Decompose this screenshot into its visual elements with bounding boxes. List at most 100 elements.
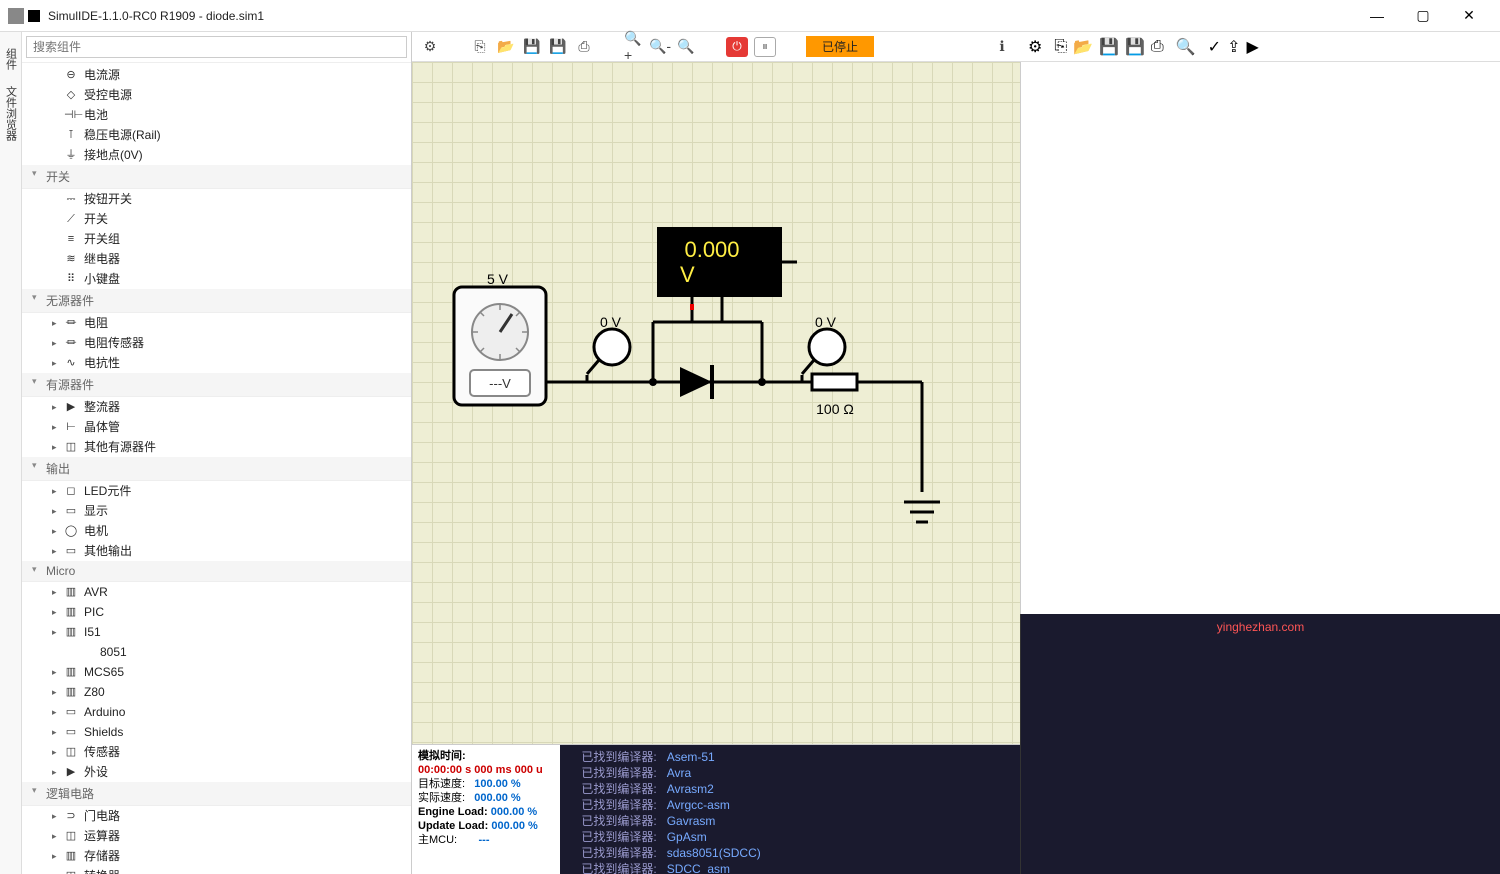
chip-icon: ▥ bbox=[64, 584, 78, 600]
led-icon: ◻ bbox=[64, 483, 78, 499]
tree-item[interactable]: ◫传感器 bbox=[22, 742, 411, 762]
editor-save-button[interactable]: 💾 bbox=[1099, 37, 1119, 57]
save-button[interactable]: 💾 bbox=[522, 37, 542, 57]
tree-item[interactable]: ◫其他有源器件 bbox=[22, 437, 411, 457]
tree-item[interactable]: ▭显示 bbox=[22, 501, 411, 521]
tree-item[interactable]: ◫转换器 bbox=[22, 866, 411, 874]
tree-category[interactable]: 输出 bbox=[22, 457, 411, 481]
editor-open-button[interactable]: 📂 bbox=[1073, 37, 1093, 57]
editor-close-button[interactable]: ⎙ bbox=[1151, 38, 1164, 56]
zoom-in-button[interactable]: 🔍+ bbox=[624, 37, 644, 57]
diode-component[interactable] bbox=[677, 365, 732, 399]
compiler-console[interactable]: 已找到编译器: Asem-51 已找到编译器: Avra 已找到编译器: Avr… bbox=[560, 745, 1020, 874]
tree-item[interactable]: ≋继电器 bbox=[22, 249, 411, 269]
compile-button[interactable]: ✓ bbox=[1208, 37, 1221, 57]
chip-icon: ▥ bbox=[64, 624, 78, 640]
probe1[interactable] bbox=[594, 329, 630, 365]
shield-icon: ▭ bbox=[64, 724, 78, 740]
open-button[interactable]: 📂 bbox=[496, 37, 516, 57]
converter-icon: ◫ bbox=[64, 868, 78, 874]
tree-item[interactable]: ◯电机 bbox=[22, 521, 411, 541]
editor-console[interactable]: yinghezhan.com bbox=[1020, 614, 1500, 874]
close-button[interactable]: ✕ bbox=[1446, 1, 1492, 31]
tree-item[interactable]: ▥AVR bbox=[22, 582, 411, 602]
probe2[interactable] bbox=[809, 329, 845, 365]
editor-settings-button[interactable]: ⚙ bbox=[1028, 37, 1042, 57]
resistor-component[interactable] bbox=[812, 374, 857, 390]
tree-item[interactable]: ⊖电流源 bbox=[22, 65, 411, 85]
new-button[interactable]: ⎘ bbox=[470, 37, 490, 57]
tree-item[interactable]: ▥MCS65 bbox=[22, 662, 411, 682]
editor-toolbar: ⚙ ⎘ 📂 💾 💾 ⎙ 🔍 ✓ ⇪ ▶ bbox=[1020, 32, 1500, 62]
tab-file-browser[interactable]: 文件浏览器 bbox=[1, 78, 21, 149]
tree-category[interactable]: Micro bbox=[22, 561, 411, 582]
switch-icon: ⟋ bbox=[64, 211, 78, 227]
keypad-icon: ⠿ bbox=[64, 271, 78, 287]
transistor-icon: ⊢ bbox=[64, 419, 78, 435]
zoom-out-button[interactable]: 🔍- bbox=[650, 37, 670, 57]
tree-item[interactable]: ◫运算器 bbox=[22, 826, 411, 846]
zoom-fit-button[interactable]: 🔍 bbox=[676, 37, 696, 57]
circuit-canvas[interactable]: 0.000 V 5 V ---V bbox=[412, 62, 1020, 744]
tree-category[interactable]: 有源器件 bbox=[22, 373, 411, 397]
editor-new-button[interactable]: ⎘ bbox=[1054, 38, 1067, 56]
tree-item[interactable]: ⊢晶体管 bbox=[22, 417, 411, 437]
maximize-button[interactable]: ▢ bbox=[1400, 1, 1446, 31]
tree-item[interactable]: ⏛电阻 bbox=[22, 313, 411, 333]
controlled-source-icon: ◇ bbox=[64, 87, 78, 103]
window-title: SimulIDE-1.1.0-RC0 R1909 - diode.sim1 bbox=[48, 9, 1354, 23]
tree-item[interactable]: ⎓按钮开关 bbox=[22, 189, 411, 209]
tree-item[interactable]: ▥PIC bbox=[22, 602, 411, 622]
other-output-icon: ▭ bbox=[64, 543, 78, 559]
export-button[interactable]: ⎙ bbox=[574, 37, 594, 57]
tree-item[interactable]: ▶整流器 bbox=[22, 397, 411, 417]
tree-item[interactable]: ⏚接地点(0V) bbox=[22, 145, 411, 165]
tree-item[interactable]: ◇受控电源 bbox=[22, 85, 411, 105]
tree-item[interactable]: ⊃门电路 bbox=[22, 806, 411, 826]
tree-item[interactable]: ▥Z80 bbox=[22, 682, 411, 702]
tab-components[interactable]: 组件 bbox=[1, 40, 21, 78]
editor-save-as-button[interactable]: 💾 bbox=[1125, 37, 1145, 57]
ground-component[interactable] bbox=[904, 502, 940, 522]
rectifier-icon: ▶ bbox=[64, 399, 78, 415]
info-button[interactable]: ℹ bbox=[992, 37, 1012, 57]
power-button[interactable]: ⏻ bbox=[726, 37, 748, 57]
ground-icon: ⏚ bbox=[64, 147, 78, 163]
tree-item[interactable]: ▶外设 bbox=[22, 762, 411, 782]
tree-category[interactable]: 无源器件 bbox=[22, 289, 411, 313]
other-active-icon: ◫ bbox=[64, 439, 78, 455]
tree-item[interactable]: ▭Shields bbox=[22, 722, 411, 742]
switch-group-icon: ≡ bbox=[64, 231, 78, 247]
chip-icon: ▥ bbox=[64, 664, 78, 680]
tree-item[interactable]: ▭其他输出 bbox=[22, 541, 411, 561]
tree-item[interactable]: ≡开关组 bbox=[22, 229, 411, 249]
upload-button[interactable]: ⇪ bbox=[1227, 37, 1240, 57]
settings-button[interactable]: ⚙ bbox=[420, 37, 440, 57]
minimize-button[interactable]: — bbox=[1354, 1, 1400, 31]
save-as-button[interactable]: 💾 bbox=[548, 37, 568, 57]
motor-icon: ◯ bbox=[64, 523, 78, 539]
editor-area[interactable] bbox=[1020, 62, 1500, 614]
sim-status: 已停止 bbox=[806, 36, 874, 57]
tree-item[interactable]: ⟋开关 bbox=[22, 209, 411, 229]
chip-icon: ▥ bbox=[64, 604, 78, 620]
search-input[interactable] bbox=[26, 36, 407, 58]
tree-item[interactable]: ⊺稳压电源(Rail) bbox=[22, 125, 411, 145]
tree-item[interactable]: ◻LED元件 bbox=[22, 481, 411, 501]
tree-item[interactable]: ▭Arduino bbox=[22, 702, 411, 722]
tree-category[interactable]: 逻辑电路 bbox=[22, 782, 411, 806]
tree-item[interactable]: ▥存储器 bbox=[22, 846, 411, 866]
tree-item[interactable]: ∿电抗性 bbox=[22, 353, 411, 373]
tree-item[interactable]: ⏛电阻传感器 bbox=[22, 333, 411, 353]
tree-item[interactable]: ▥I51 bbox=[22, 622, 411, 642]
tree-category[interactable]: 开关 bbox=[22, 165, 411, 189]
display-icon: ▭ bbox=[64, 503, 78, 519]
meter-unit: V bbox=[680, 262, 695, 287]
tree-item[interactable]: 8051 bbox=[22, 642, 411, 662]
tree-item[interactable]: ⠿小键盘 bbox=[22, 269, 411, 289]
pause-button[interactable]: ⏸ bbox=[754, 37, 776, 57]
component-tree[interactable]: ⊖电流源 ◇受控电源 ⊣⊢电池 ⊺稳压电源(Rail) ⏚接地点(0V) 开关 … bbox=[22, 63, 411, 874]
tree-item[interactable]: ⊣⊢电池 bbox=[22, 105, 411, 125]
find-button[interactable]: 🔍 bbox=[1176, 37, 1196, 57]
debug-button[interactable]: ▶ bbox=[1246, 37, 1258, 57]
